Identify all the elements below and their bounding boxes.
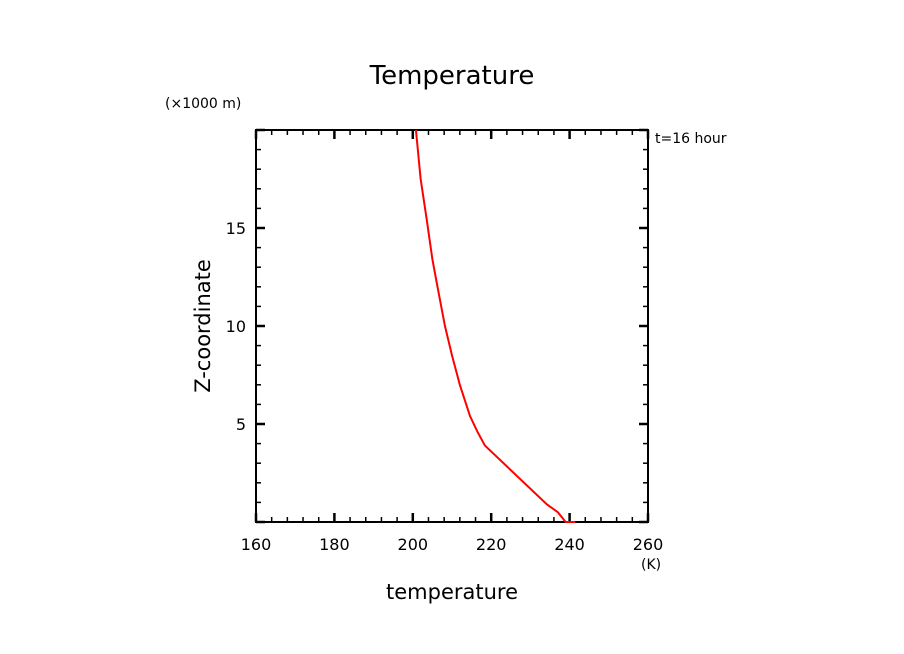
x-axis-label: temperature [386,580,518,604]
y-tick-label: 5 [236,415,246,434]
annotation-time: t=16 hour [655,131,727,147]
y-unit-label: (×1000 m) [165,96,241,112]
y-tick-label: 10 [226,317,246,336]
x-tick-label: 180 [319,535,350,554]
plot-frame [255,129,649,523]
x-tick-label: 220 [476,535,507,554]
x-unit-label: (K) [641,557,661,573]
x-tick-label: 240 [554,535,585,554]
x-tick-label: 200 [398,535,429,554]
x-tick-label: 160 [241,535,272,554]
y-tick-label: 15 [226,219,246,238]
y-axis-label: Z-coordinate [191,259,215,393]
series-line-temperature [414,129,576,523]
chart-title: Temperature [369,61,535,91]
x-tick-label: 260 [633,535,664,554]
